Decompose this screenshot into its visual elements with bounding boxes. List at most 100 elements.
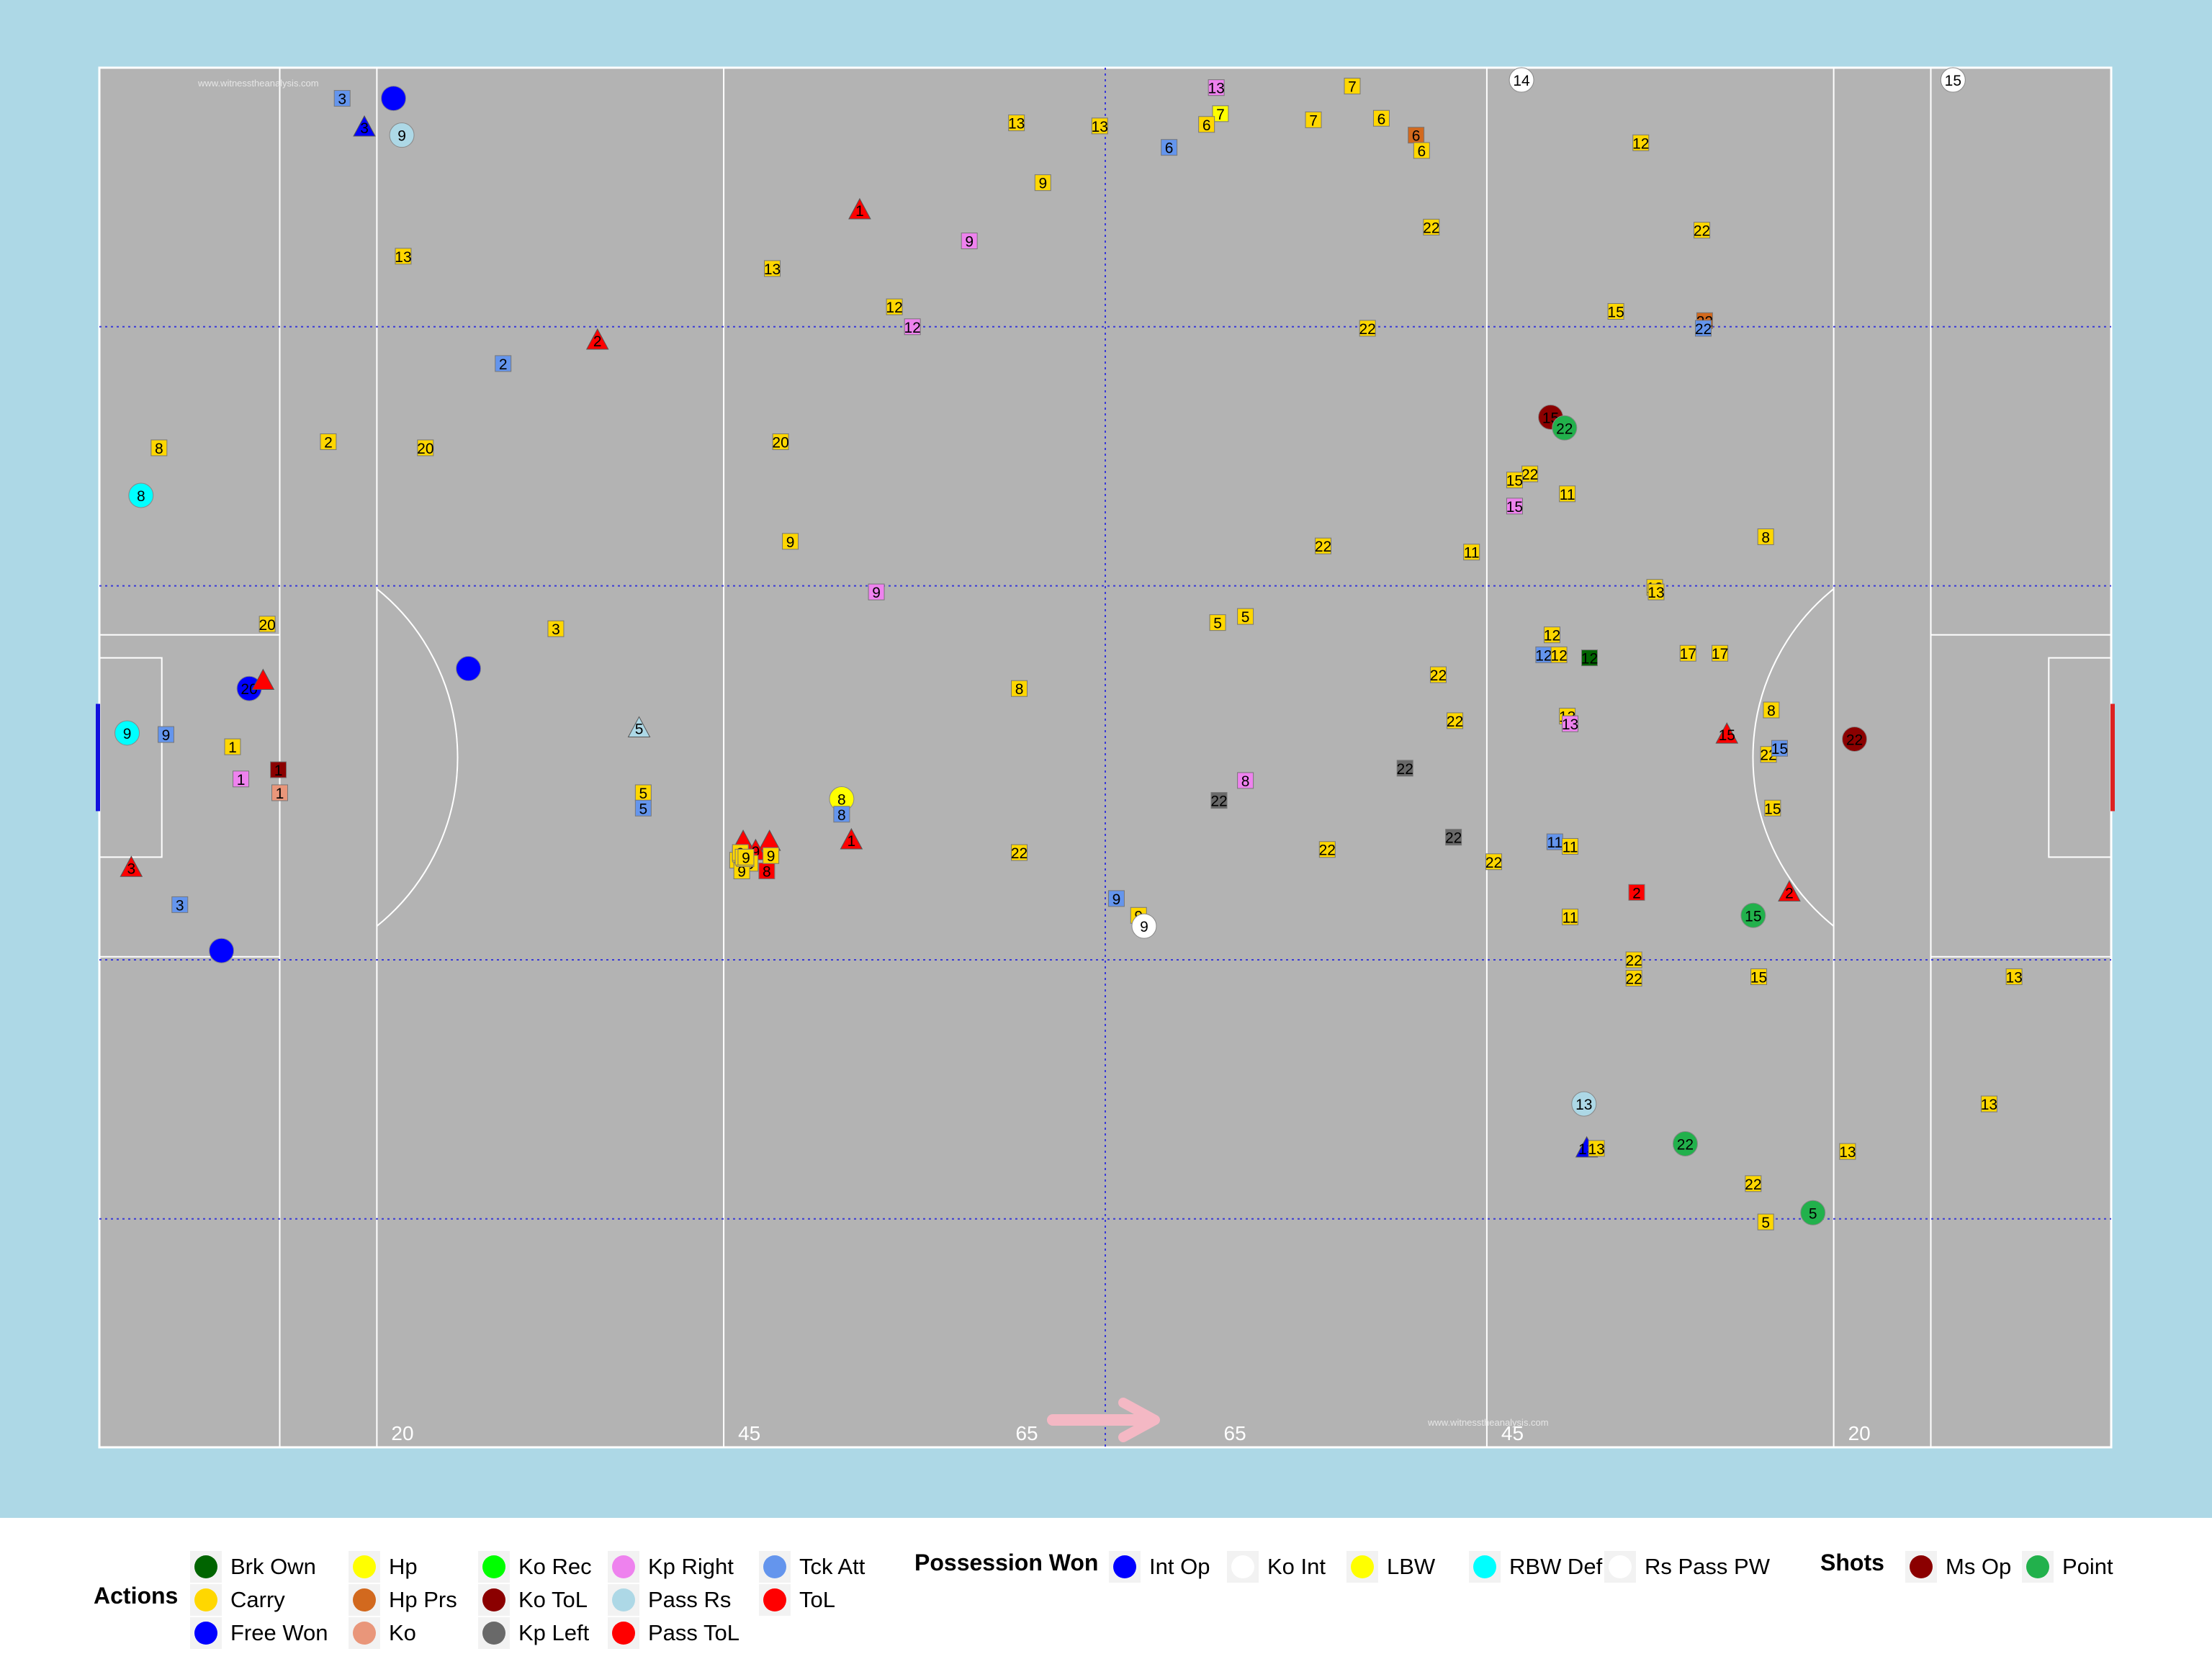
legend-label: Kp Left [518,1620,590,1645]
event-marker: 12 [1632,134,1649,152]
legend-key [349,1617,380,1649]
event-marker: 5 [634,784,652,802]
event-square [904,318,921,336]
event-marker: 1 [224,738,241,756]
legend-item: Free Won [190,1617,328,1649]
event-square [763,847,780,864]
event-label: 13 [1562,716,1578,733]
legend-label: Point [2062,1554,2113,1579]
event-square [1210,792,1228,809]
event-square [1607,302,1624,320]
event-square [1628,884,1645,901]
legend-title: Possession Won [914,1550,1099,1575]
event-circle [114,720,140,746]
event-marker: 14 [1509,67,1534,93]
distance-marks: 20 45 65 65 45 20 [391,1422,1870,1444]
event-marker: 22 [1695,320,1712,338]
event-label: 13 [1092,119,1108,135]
event-circle [1842,726,1868,752]
event-square [1694,222,1711,239]
event-label: 22 [1695,321,1712,338]
event-marker: 15 [1771,739,1788,757]
event-square [395,248,412,265]
event-label: 5 [635,721,644,738]
event-label: 22 [1011,845,1028,862]
event-marker: 9 [868,583,885,601]
event-label: 2 [1632,885,1641,902]
legend-key [478,1617,510,1649]
event-square [886,298,903,315]
event-label: 5 [1761,1215,1770,1231]
event-label: 8 [763,864,771,881]
event-marker: 22 [1625,970,1642,988]
legend-label: Int Op [1149,1554,1210,1579]
event-square [157,726,174,743]
watermark-right: www.witnesstheanalysis.com [1427,1417,1549,1428]
direction-arrow-icon [1047,1398,1160,1442]
legend-dot [1113,1555,1136,1578]
event-marker: 22 [1397,760,1413,778]
legend-dot [1910,1555,1933,1578]
event-label: 9 [737,864,746,881]
event-square [495,355,512,372]
event-marker: 12 [904,318,921,336]
event-marker: 15 [1506,498,1523,516]
legend-item: Point [2022,1551,2113,1583]
event-label: 9 [1038,176,1047,192]
event-marker: 7 [1344,78,1361,96]
event-marker: 15 [1715,722,1739,744]
legend-label: Hp Prs [389,1587,457,1612]
event-label: 3 [127,860,135,877]
event-marker: 2 [495,355,512,373]
event-square [1506,472,1523,489]
event-square [417,439,434,457]
legend-label: Pass ToL [648,1620,739,1645]
event-marker: 12 [1581,649,1598,667]
event-square [1763,701,1780,719]
legend-label: ToL [799,1587,835,1612]
event-square [1750,968,1768,985]
event-label: 20 [240,681,257,698]
legend-dot [353,1555,376,1578]
event-marker: 13 [1208,79,1225,97]
event-square [1209,614,1226,631]
event-label: 5 [1809,1205,1817,1222]
event-square [1107,890,1125,907]
legend-item: Rs Pass PW [1604,1551,1770,1583]
event-label: 2 [1785,885,1794,902]
legend-dot [482,1622,505,1645]
event-label: 22 [1677,1136,1694,1153]
legend-dot [1231,1555,1254,1578]
event-triangle [627,716,651,738]
event-triangle [120,855,143,877]
event-square [1447,712,1464,729]
legend-item: LBW [1346,1551,1435,1583]
event-label: 9 [742,850,750,866]
event-label: 8 [1761,529,1770,546]
event-square [224,738,241,755]
event-marker: 2 [585,328,609,350]
legend-item: RBW Def [1469,1551,1602,1583]
legend-label: Ko ToL [518,1587,588,1612]
legend-item: Pass Rs [608,1584,731,1616]
event-marker: 22 [1359,320,1376,338]
event-marker [251,668,275,691]
legend-label: RBW Def [1509,1554,1603,1579]
event-label: 13 [764,261,781,278]
event-label: 12 [1581,651,1598,667]
event-marker: 8 [1757,528,1774,546]
event-marker: 22 [1842,726,1868,752]
event-square [1237,772,1254,789]
event-label: 13 [1588,1141,1604,1158]
event-label: 22 [1423,220,1439,236]
event-circle [1672,1130,1698,1156]
event-label: 22 [1447,714,1463,730]
event-marker: 13 [1092,117,1108,135]
event-label: 8 [137,488,145,505]
event-label: 13 [1839,1144,1856,1161]
legend-item: Kp Right [608,1551,734,1583]
event-marker [456,656,482,682]
legend-label: Tck Att [799,1554,866,1579]
event-marker: 5 [1800,1200,1826,1226]
